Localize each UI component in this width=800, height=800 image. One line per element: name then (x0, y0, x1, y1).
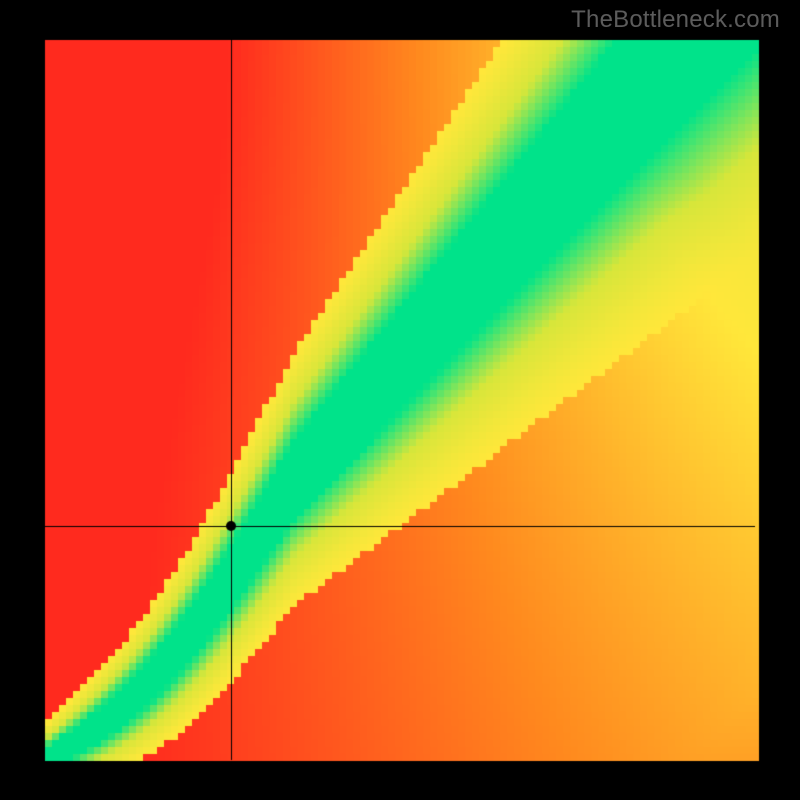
bottleneck-heatmap (0, 0, 800, 800)
watermark-text: TheBottleneck.com (571, 6, 780, 34)
chart-container: TheBottleneck.com (0, 0, 800, 800)
